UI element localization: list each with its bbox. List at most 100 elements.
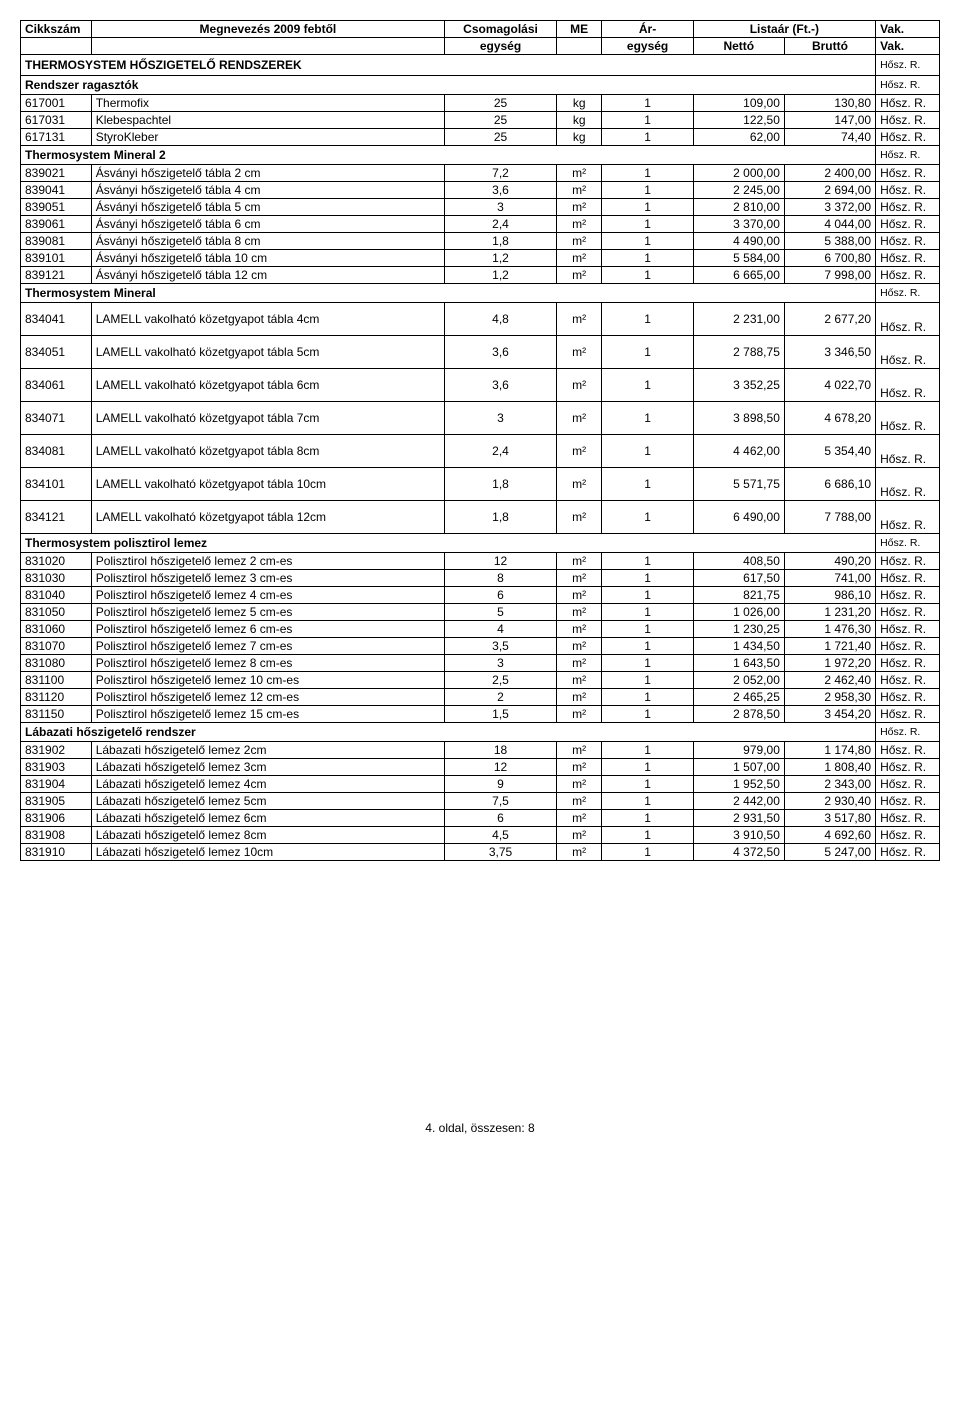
- cell-vak: Hősz. R.: [876, 233, 940, 250]
- cell-name: Polisztirol hőszigetelő lemez 2 cm-es: [91, 553, 444, 570]
- cell-netto: 2 245,00: [693, 182, 784, 199]
- cell-name: Polisztirol hőszigetelő lemez 6 cm-es: [91, 621, 444, 638]
- cell-brutto: 3 346,50: [784, 336, 875, 369]
- cell-vak: Hősz. R.: [876, 587, 940, 604]
- cell-netto: 4 462,00: [693, 435, 784, 468]
- cell-me: m²: [556, 182, 602, 199]
- cell-cikk: 831070: [21, 638, 92, 655]
- cell-cikk: 834041: [21, 303, 92, 336]
- cell-brutto: 3 454,20: [784, 706, 875, 723]
- cell-brutto: 5 247,00: [784, 844, 875, 861]
- cell-me: m²: [556, 468, 602, 501]
- cell-me: kg: [556, 95, 602, 112]
- cell-name: Polisztirol hőszigetelő lemez 4 cm-es: [91, 587, 444, 604]
- header-me: ME: [556, 21, 602, 38]
- subsection-vak: Hősz. R.: [876, 146, 940, 165]
- header-csom2: egység: [445, 38, 557, 55]
- cell-vak-empty: [876, 402, 940, 419]
- cell-vak: Hősz. R.: [876, 352, 940, 369]
- cell-csom: 25: [445, 95, 557, 112]
- cell-name: LAMELL vakolható közetgyapot tábla 7cm: [91, 402, 444, 435]
- cell-name: Polisztirol hőszigetelő lemez 10 cm-es: [91, 672, 444, 689]
- cell-csom: 3,6: [445, 336, 557, 369]
- cell-ar: 1: [602, 827, 693, 844]
- cell-csom: 6: [445, 587, 557, 604]
- cell-me: m²: [556, 672, 602, 689]
- cell-ar: 1: [602, 250, 693, 267]
- cell-me: kg: [556, 129, 602, 146]
- cell-name: Lábazati hőszigetelő lemez 10cm: [91, 844, 444, 861]
- cell-csom: 12: [445, 553, 557, 570]
- cell-netto: 2 000,00: [693, 165, 784, 182]
- subsection-title: Rendszer ragasztók: [21, 76, 876, 95]
- cell-brutto: 147,00: [784, 112, 875, 129]
- cell-vak: Hősz. R.: [876, 621, 940, 638]
- cell-cikk: 839051: [21, 199, 92, 216]
- cell-name: Ásványi hőszigetelő tábla 8 cm: [91, 233, 444, 250]
- cell-vak: Hősz. R.: [876, 844, 940, 861]
- cell-csom: 6: [445, 810, 557, 827]
- cell-ar: 1: [602, 689, 693, 706]
- header-brutto: Bruttó: [784, 38, 875, 55]
- cell-netto: 979,00: [693, 742, 784, 759]
- cell-name: Ásványi hőszigetelő tábla 12 cm: [91, 267, 444, 284]
- cell-me: m²: [556, 233, 602, 250]
- cell-ar: 1: [602, 759, 693, 776]
- header-vak: Vak.: [876, 21, 940, 38]
- cell-name: Polisztirol hőszigetelő lemez 5 cm-es: [91, 604, 444, 621]
- cell-netto: 1 230,25: [693, 621, 784, 638]
- cell-vak: Hősz. R.: [876, 418, 940, 435]
- cell-me: m²: [556, 402, 602, 435]
- cell-me: m²: [556, 638, 602, 655]
- cell-netto: 109,00: [693, 95, 784, 112]
- cell-cikk: 831905: [21, 793, 92, 810]
- cell-name: Thermofix: [91, 95, 444, 112]
- cell-brutto: 1 972,20: [784, 655, 875, 672]
- cell-cikk: 831120: [21, 689, 92, 706]
- cell-name: Lábazati hőszigetelő lemez 5cm: [91, 793, 444, 810]
- cell-csom: 4,8: [445, 303, 557, 336]
- cell-name: Lábazati hőszigetelő lemez 3cm: [91, 759, 444, 776]
- cell-csom: 1,8: [445, 501, 557, 534]
- cell-vak: Hősz. R.: [876, 776, 940, 793]
- cell-brutto: 4 678,20: [784, 402, 875, 435]
- cell-ar: 1: [602, 402, 693, 435]
- cell-csom: 2,5: [445, 672, 557, 689]
- cell-vak: Hősz. R.: [876, 706, 940, 723]
- cell-name: LAMELL vakolható közetgyapot tábla 6cm: [91, 369, 444, 402]
- cell-me: kg: [556, 112, 602, 129]
- cell-netto: 6 490,00: [693, 501, 784, 534]
- cell-cikk: 831100: [21, 672, 92, 689]
- cell-me: m²: [556, 776, 602, 793]
- cell-me: m²: [556, 706, 602, 723]
- cell-ar: 1: [602, 793, 693, 810]
- cell-brutto: 6 686,10: [784, 468, 875, 501]
- cell-ar: 1: [602, 553, 693, 570]
- cell-name: Polisztirol hőszigetelő lemez 8 cm-es: [91, 655, 444, 672]
- cell-me: m²: [556, 587, 602, 604]
- cell-vak: Hősz. R.: [876, 95, 940, 112]
- cell-cikk: 831908: [21, 827, 92, 844]
- subsection-vak: Hősz. R.: [876, 284, 940, 303]
- cell-me: m²: [556, 553, 602, 570]
- header-name: Megnevezés 2009 febtől: [91, 21, 444, 38]
- cell-vak-empty: [876, 501, 940, 518]
- cell-cikk: 839121: [21, 267, 92, 284]
- cell-me: m²: [556, 604, 602, 621]
- cell-brutto: 490,20: [784, 553, 875, 570]
- cell-vak: Hősz. R.: [876, 250, 940, 267]
- cell-csom: 3: [445, 655, 557, 672]
- cell-brutto: 1 808,40: [784, 759, 875, 776]
- cell-brutto: 1 174,80: [784, 742, 875, 759]
- cell-brutto: 5 388,00: [784, 233, 875, 250]
- cell-brutto: 4 692,60: [784, 827, 875, 844]
- cell-name: LAMELL vakolható közetgyapot tábla 4cm: [91, 303, 444, 336]
- cell-brutto: 2 694,00: [784, 182, 875, 199]
- cell-netto: 3 370,00: [693, 216, 784, 233]
- subsection-title: Lábazati hőszigetelő rendszer: [21, 723, 876, 742]
- header-ar: Ár-: [602, 21, 693, 38]
- header-blank: [556, 38, 602, 55]
- cell-ar: 1: [602, 776, 693, 793]
- cell-cikk: 831910: [21, 844, 92, 861]
- cell-csom: 7,5: [445, 793, 557, 810]
